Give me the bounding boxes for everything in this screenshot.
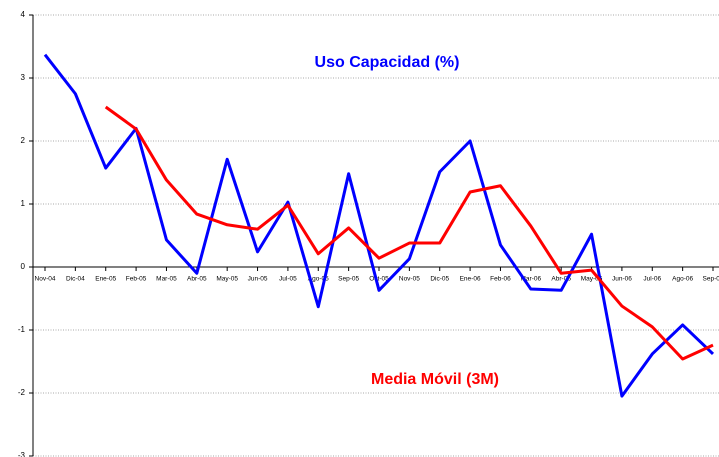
x-tick-label: Jun-06: [612, 276, 632, 283]
x-tick-label: Jun-05: [248, 276, 268, 283]
y-tick-label: 0: [21, 262, 26, 271]
x-tick-label: Ago-05: [308, 276, 329, 283]
y-tick-label: 2: [21, 136, 26, 145]
x-tick-label: Abr-06: [551, 276, 571, 283]
x-tick-label: Ago-06: [672, 276, 693, 283]
y-tick-label: -2: [18, 388, 26, 397]
x-tick-label: Sep-06: [703, 276, 719, 283]
x-tick-label: May-06: [581, 276, 603, 283]
x-tick-label: Nov-04: [35, 276, 56, 283]
x-tick-label: Sep-05: [338, 276, 359, 283]
x-tick-label: Ene-05: [95, 276, 116, 283]
series-label: Media Móvil (3M): [371, 371, 499, 388]
series-label: Uso Capacidad (%): [315, 54, 460, 71]
x-tick-label: Ene-06: [460, 276, 481, 283]
series-line: [104, 105, 714, 361]
y-tick-label: 4: [21, 10, 26, 19]
series-line: [43, 53, 715, 398]
x-tick-label: Jul-05: [279, 276, 297, 283]
x-tick-label: Feb-06: [490, 276, 511, 283]
x-tick-label: Jul-06: [643, 276, 661, 283]
x-tick-label: Dic-05: [430, 276, 449, 283]
x-tick-label: Oct-05: [369, 276, 389, 283]
y-tick-label: 1: [21, 199, 26, 208]
y-tick-label: 3: [21, 73, 26, 82]
y-tick-label: -1: [18, 325, 26, 334]
x-tick-label: Mar-06: [521, 276, 542, 283]
x-tick-label: Mar-05: [156, 276, 177, 283]
x-tick-label: Dic-04: [66, 276, 85, 283]
x-tick-label: Nov-05: [399, 276, 420, 283]
x-tick-label: May-05: [216, 276, 238, 283]
x-tick-label: Feb-05: [126, 276, 147, 283]
y-tick-label: -3: [18, 451, 26, 457]
x-tick-label: Abr-05: [187, 276, 207, 283]
